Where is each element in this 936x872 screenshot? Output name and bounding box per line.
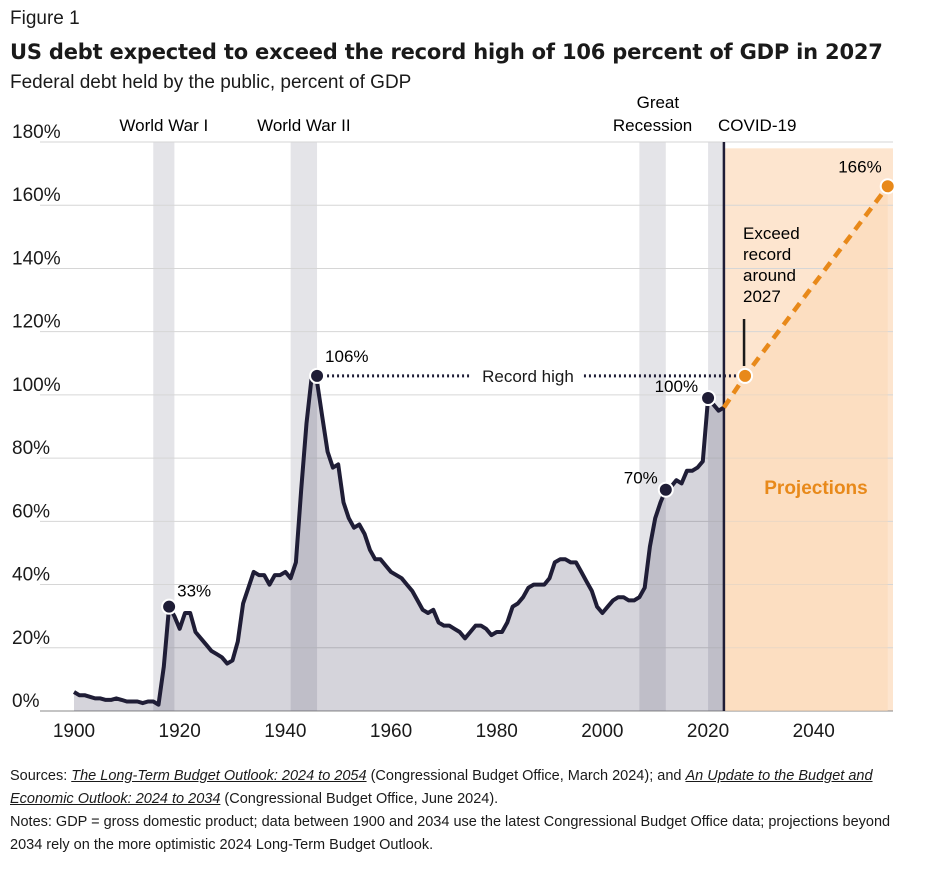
chart-title: US debt expected to exceed the record hi…	[10, 40, 883, 64]
y-tick-label: 0%	[12, 691, 40, 712]
period-label-ww1: World War I	[119, 116, 208, 135]
historical-area	[74, 375, 724, 711]
y-tick-label: 160%	[12, 185, 61, 206]
period-label-recession-2: Recession	[613, 116, 692, 135]
x-tick-label: 1920	[159, 721, 201, 742]
debt-line	[72, 373, 725, 707]
shaded-period-2	[639, 142, 666, 711]
period-label-recession-1: Great	[637, 93, 680, 112]
source-link-1[interactable]: The Long-Term Budget Outlook: 2024 to 20…	[71, 768, 367, 784]
x-tick-label: 1940	[264, 721, 306, 742]
data-point	[161, 598, 178, 615]
projection-area	[723, 186, 888, 711]
record-high-label: Record high	[482, 367, 574, 386]
y-tick-label: 40%	[12, 565, 50, 586]
x-tick-label: 2040	[793, 721, 835, 742]
source-link-2[interactable]: An Update to the Budget and Economic Out…	[10, 768, 873, 807]
y-tick-label: 100%	[12, 375, 61, 396]
debt-chart: 0% 20% 40% 60% 80% 100% 120% 140% 160% 180% 1900 19…	[12, 93, 896, 742]
data-point	[700, 390, 717, 407]
data-point-label: 33%	[177, 582, 211, 601]
data-point-label: 166%	[838, 157, 881, 176]
shaded-period-3	[708, 142, 724, 711]
x-tick-label: 2020	[687, 721, 729, 742]
data-point	[879, 178, 896, 195]
data-point	[309, 367, 326, 384]
sources-mid: (Congressional Budget Office, March 2024…	[366, 768, 686, 784]
y-tick-label: 180%	[12, 122, 61, 143]
y-tick-label: 20%	[12, 628, 50, 649]
y-tick-label: 120%	[12, 312, 61, 333]
y-tick-label: 140%	[12, 248, 61, 269]
x-tick-label: 1960	[370, 721, 412, 742]
period-label-ww2: World War II	[257, 116, 351, 135]
data-point	[657, 481, 674, 498]
exceed-annotation-line: record	[743, 245, 791, 264]
y-tick-label: 80%	[12, 438, 50, 459]
sources-text: Sources: The Long-Term Budget Outlook: 2…	[10, 765, 920, 811]
chart-subtitle: Federal debt held by the public, percent…	[10, 72, 412, 93]
data-point-label: 100%	[655, 377, 698, 396]
y-tick-label: 60%	[12, 501, 50, 522]
shaded-period-1	[290, 142, 318, 711]
data-point	[737, 367, 754, 384]
data-point-label: 70%	[624, 469, 658, 488]
shaded-period-0	[153, 142, 175, 711]
projections-label: Projections	[764, 478, 867, 499]
period-label-covid: COVID-19	[718, 116, 796, 135]
figure-label: Figure 1	[10, 8, 80, 29]
chart-notes: Sources: The Long-Term Budget Outlook: 2…	[10, 765, 920, 857]
notes-text: Notes: GDP = gross domestic product; dat…	[10, 814, 891, 853]
x-tick-label: 2000	[581, 721, 623, 742]
sources-suffix: (Congressional Budget Office, June 2024)…	[220, 791, 499, 807]
exceed-annotation-line: Exceed	[743, 224, 800, 243]
x-tick-label: 1980	[476, 721, 518, 742]
exceed-annotation-line: 2027	[743, 287, 781, 306]
x-tick-label: 1900	[53, 721, 95, 742]
sources-prefix: Sources:	[10, 768, 72, 784]
exceed-annotation-line: around	[743, 266, 796, 285]
data-point-label: 106%	[325, 347, 368, 366]
